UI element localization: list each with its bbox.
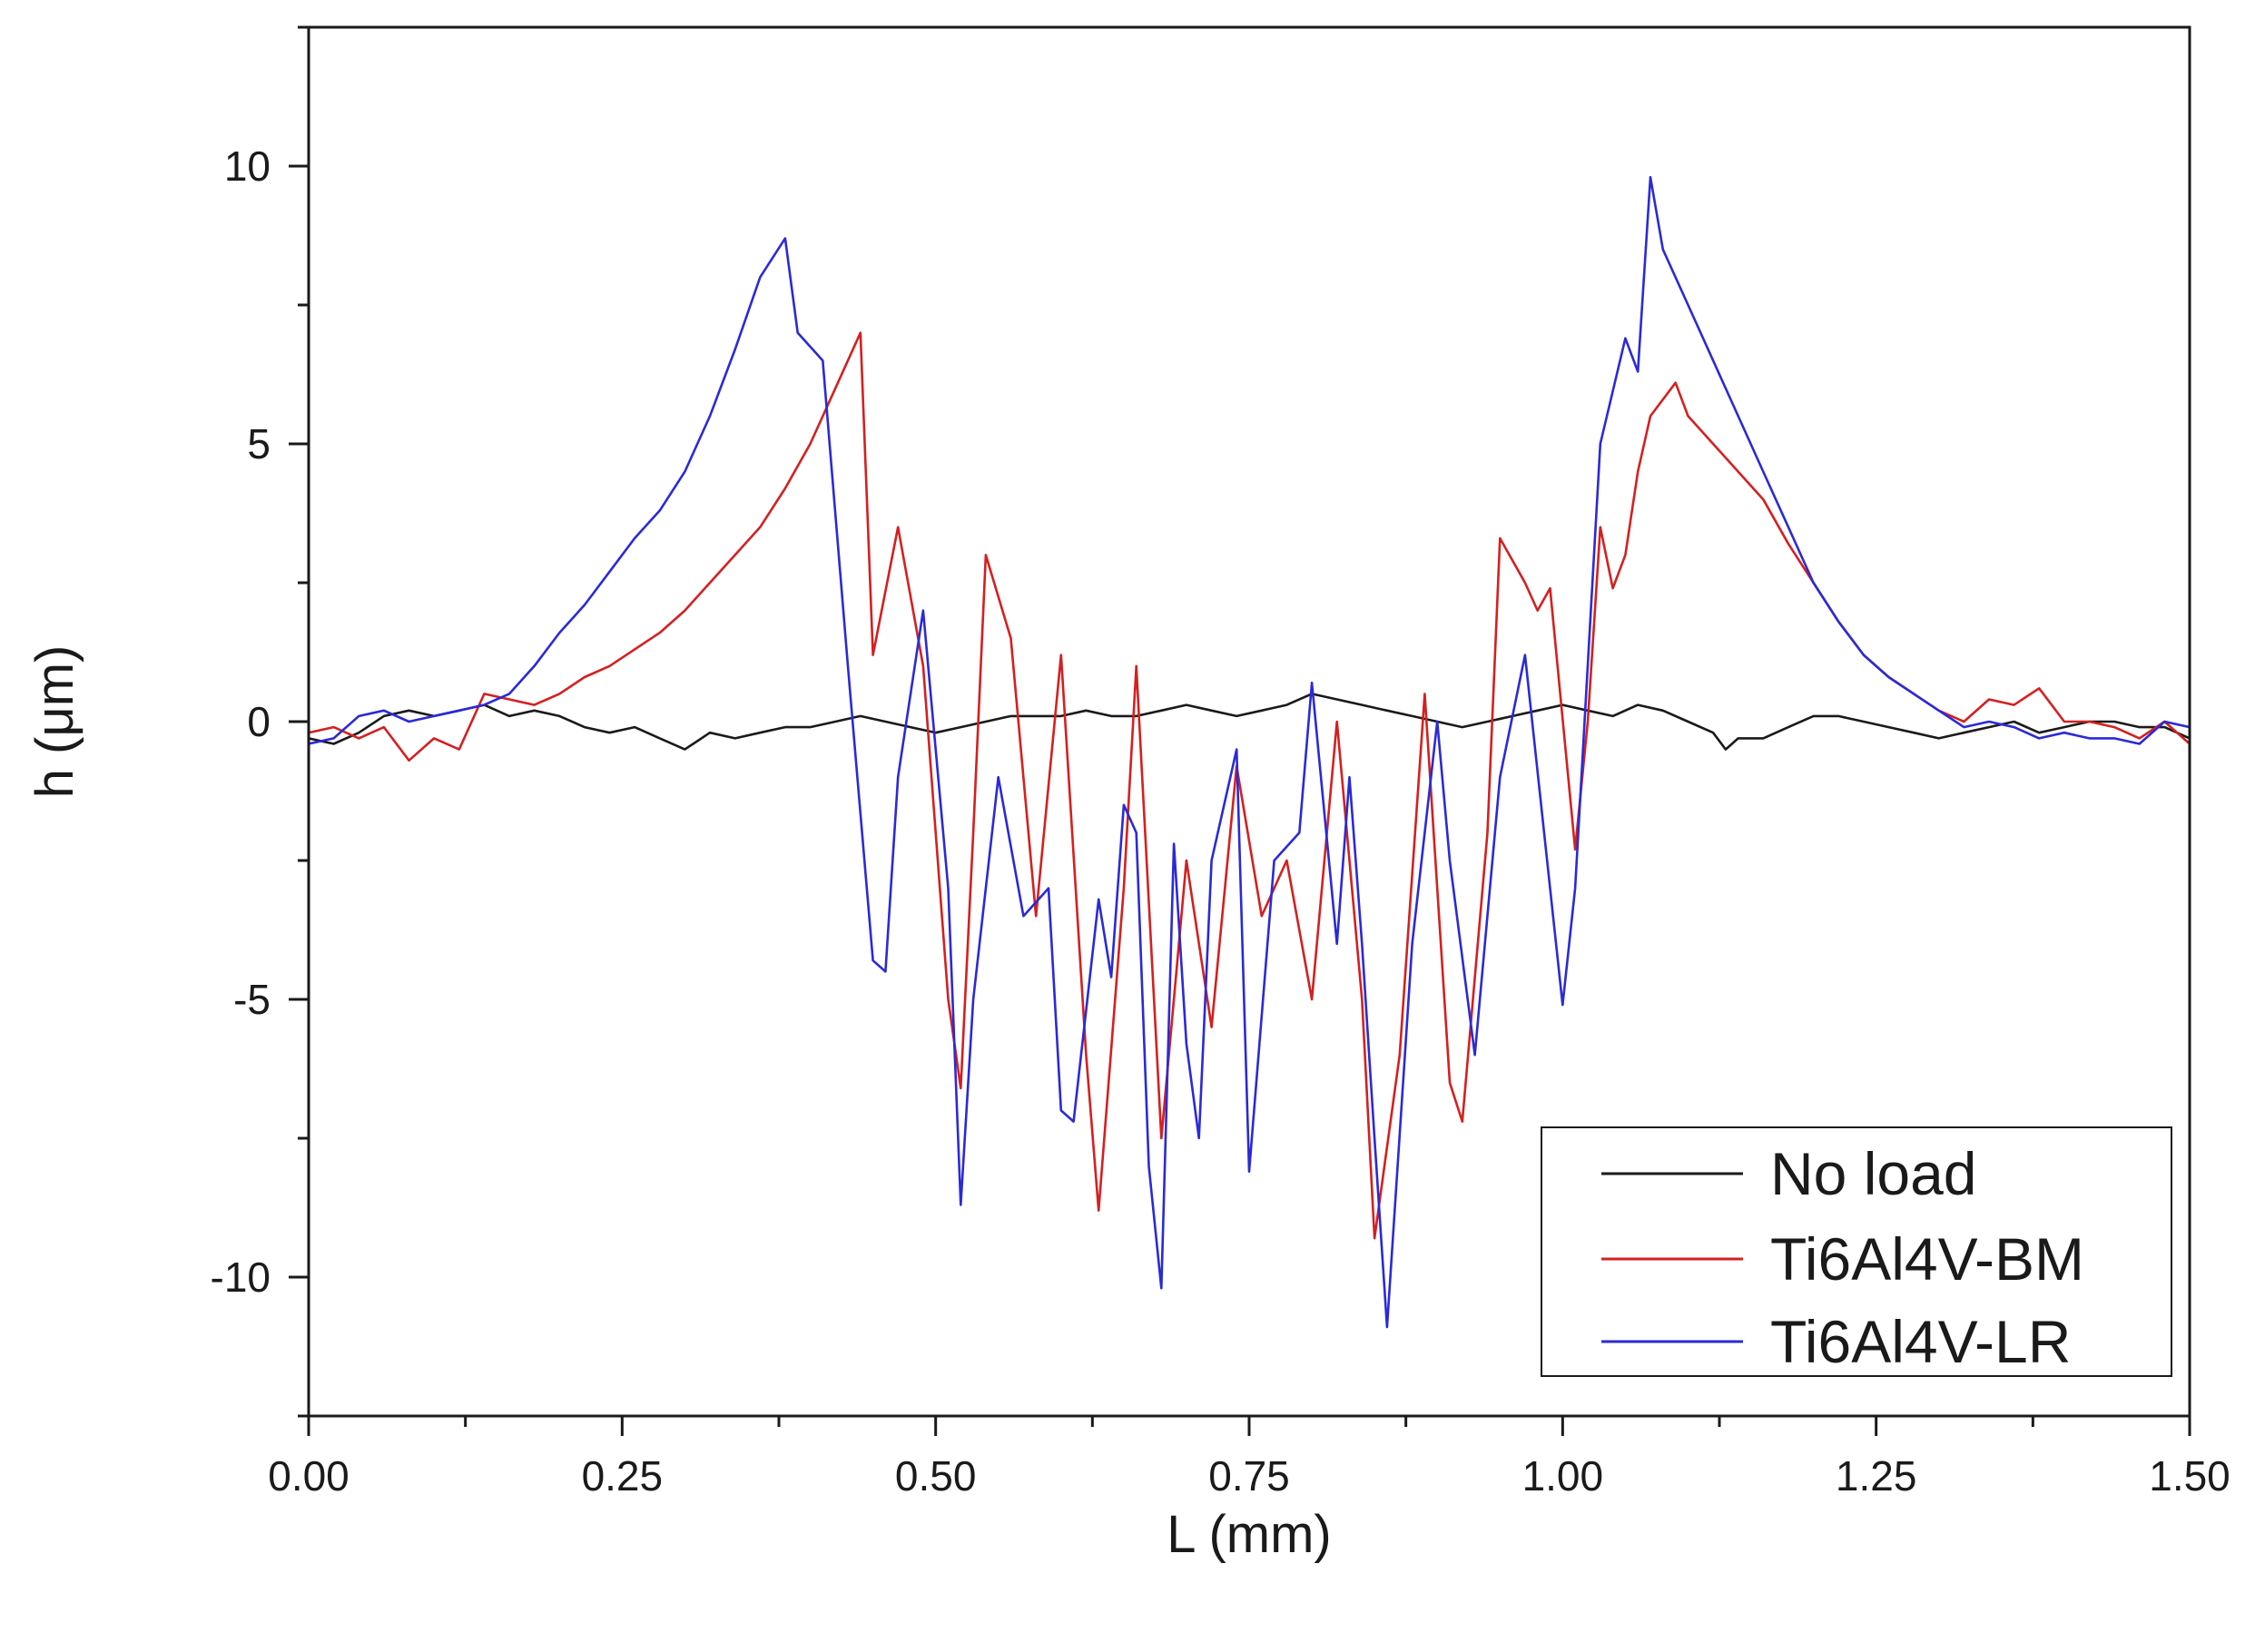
x-axis-ticks: 0.00 0.25 0.50 0.75 1.00 1.25 1.50 [268,1416,2230,1500]
x-tick-label: 1.50 [2149,1452,2230,1500]
y-axis-ticks: -10 -5 0 5 10 [211,25,309,1418]
y-tick-label: 10 [224,143,271,190]
x-axis-title: L (mm) [1167,1505,1331,1564]
y-tick-label: 5 [247,420,271,467]
x-tick-label: 1.00 [1522,1452,1604,1500]
x-tick-label: 0.50 [895,1452,977,1500]
x-tick-label: 0.75 [1208,1452,1290,1500]
legend: No load Ti6Al4V-BM Ti6Al4V-LR [1541,1126,2172,1377]
series-line-ti6al4v-bm [309,331,2190,1240]
legend-label-no-load: No load [1770,1140,1977,1207]
x-tick-label: 1.25 [1836,1452,1917,1500]
series-line-no-load [309,693,2190,751]
legend-label-ti6al4v-lr: Ti6Al4V-LR [1770,1308,2071,1375]
legend-box [1541,1126,2172,1377]
y-axis-title: h (μm) [25,645,84,799]
y-tick-label: 0 [247,698,271,745]
series-layer [309,175,2190,1329]
y-tick-label: -5 [233,976,271,1023]
series-line-ti6al4v-lr [309,175,2190,1329]
x-tick-label: 0.00 [268,1452,350,1500]
x-tick-label: 0.25 [582,1452,664,1500]
y-tick-label: -10 [211,1254,271,1301]
legend-label-ti6al4v-bm: Ti6Al4V-BM [1770,1225,2084,1293]
